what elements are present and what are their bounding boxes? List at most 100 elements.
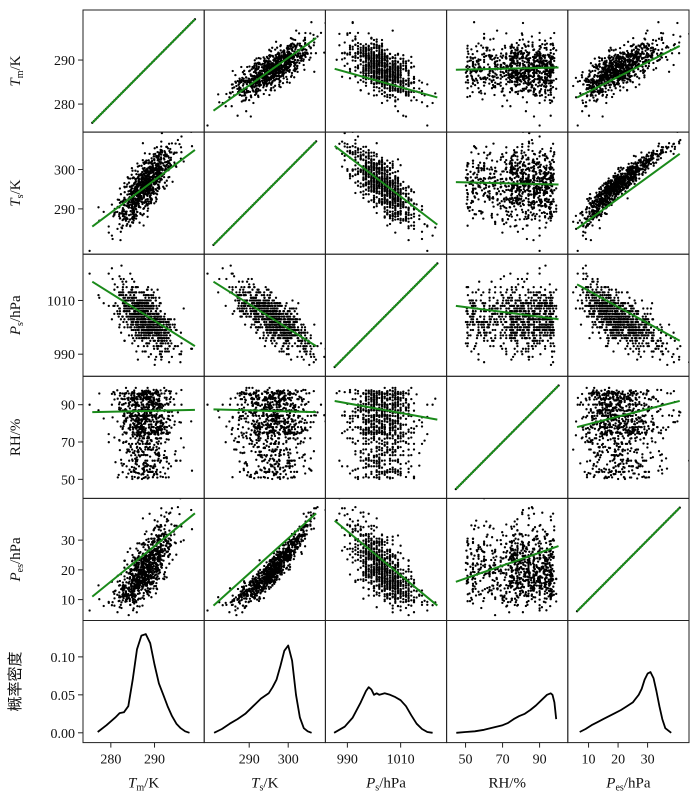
scatter-point xyxy=(391,93,394,97)
scatter-point xyxy=(552,52,555,56)
scatter-point xyxy=(584,101,588,104)
scatter-point xyxy=(624,61,627,64)
scatter-point xyxy=(426,124,429,127)
scatter-point xyxy=(588,99,591,102)
panel-Tm-vs-Tm xyxy=(91,18,197,124)
scatter-point xyxy=(127,190,130,193)
scatter-point xyxy=(282,56,285,59)
scatter-point xyxy=(598,56,601,60)
scatter-point xyxy=(137,180,141,184)
scatter-point xyxy=(594,66,598,69)
scatter-point xyxy=(266,75,269,79)
scatter-point xyxy=(505,70,508,74)
scatter-point xyxy=(518,38,521,42)
scatter-point xyxy=(165,145,168,149)
scatter-point xyxy=(602,61,605,64)
scatter-point xyxy=(276,52,279,56)
scatter-point xyxy=(280,51,283,54)
scatter-point xyxy=(647,55,650,58)
scatter-point xyxy=(364,43,368,46)
scatter-point xyxy=(107,231,110,234)
scatter-point xyxy=(541,83,544,86)
scatter-point xyxy=(171,180,174,183)
scatter-point xyxy=(263,79,266,82)
scatter-point xyxy=(130,187,134,190)
scatter-point xyxy=(479,66,482,69)
scatter-point xyxy=(274,72,277,75)
scatter-point xyxy=(502,61,505,65)
scatter-point xyxy=(153,155,156,158)
scatter-point xyxy=(518,71,521,75)
scatter-point xyxy=(629,58,633,62)
scatter-point xyxy=(364,64,368,67)
scatter-point xyxy=(286,69,290,73)
scatter-point xyxy=(549,60,552,63)
scatter-point xyxy=(597,92,601,95)
scatter-point xyxy=(372,161,376,165)
scatter-point xyxy=(283,49,286,53)
scatter-point xyxy=(473,66,476,69)
scatter-point xyxy=(582,83,585,86)
scatter-point xyxy=(538,48,541,51)
scatter-point xyxy=(476,50,479,53)
scatter-point xyxy=(386,63,389,66)
scatter-point xyxy=(300,59,303,62)
scatter-point xyxy=(364,46,368,50)
scatter-point xyxy=(543,80,547,83)
scatter-point xyxy=(291,46,295,49)
scatter-point xyxy=(527,44,530,48)
scatter-point xyxy=(637,62,640,65)
scatter-point xyxy=(537,81,540,84)
scatter-point xyxy=(276,74,279,78)
scatter-point xyxy=(165,184,168,187)
scatter-point xyxy=(594,94,597,97)
scatter-point xyxy=(137,185,140,188)
scatter-point xyxy=(626,74,630,77)
scatter-point xyxy=(585,77,589,80)
scatter-point xyxy=(527,77,530,80)
scatter-point xyxy=(97,206,100,209)
scatter-point xyxy=(482,66,486,69)
scatter-point xyxy=(145,159,148,162)
scatter-point xyxy=(153,161,156,165)
scatter-point xyxy=(524,110,528,113)
scatter-point xyxy=(402,61,405,65)
scatter-point xyxy=(606,67,610,70)
scatter-point xyxy=(238,77,241,80)
scatter-point xyxy=(488,74,491,78)
scatter-point xyxy=(643,44,646,47)
scatter-point xyxy=(107,225,110,228)
scatter-point xyxy=(515,41,518,45)
scatter-point xyxy=(309,47,312,50)
scatter-point xyxy=(254,84,257,87)
scatter-point xyxy=(257,88,260,91)
scatter-point xyxy=(623,43,626,47)
scatter-point xyxy=(617,72,620,75)
scatter-point xyxy=(496,56,499,60)
scatter-point xyxy=(370,151,373,154)
scatter-point xyxy=(254,62,258,65)
scatter-point xyxy=(167,176,170,179)
scatter-point xyxy=(253,64,256,67)
scatter-point xyxy=(494,61,497,64)
scatter-point xyxy=(127,220,130,223)
scatter-point xyxy=(252,70,256,74)
scatter-point xyxy=(110,203,114,206)
scatter-point xyxy=(499,73,502,76)
scatter-point xyxy=(654,39,658,42)
scatter-point xyxy=(146,207,150,210)
scatter-point xyxy=(375,53,378,57)
scatter-point xyxy=(308,45,311,48)
scatter-point xyxy=(289,43,293,46)
scatter-point xyxy=(170,151,173,154)
scatter-point xyxy=(167,142,171,145)
scatter-point xyxy=(143,178,146,181)
scatter-point xyxy=(512,55,515,58)
scatter-point xyxy=(622,86,625,89)
scatter-point xyxy=(523,70,527,74)
scatter-point xyxy=(489,38,492,41)
scatter-point xyxy=(508,78,512,82)
scatter-point xyxy=(654,67,658,70)
scatter-point xyxy=(386,93,389,97)
scatter-point xyxy=(147,202,151,205)
